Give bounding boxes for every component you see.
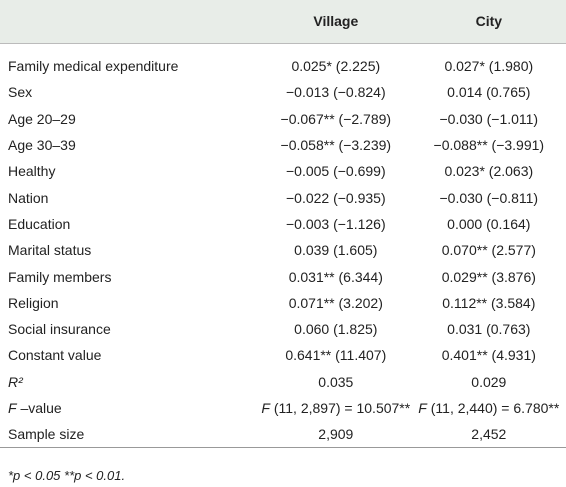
- row-label: Social insurance: [8, 321, 111, 338]
- header-cell: [0, 0, 260, 44]
- row-label: Education: [8, 215, 71, 232]
- cell-text: –value: [16, 400, 62, 416]
- cell: −0.005 (−0.699): [285, 163, 386, 180]
- cell: −0.030 (−1.011): [439, 110, 539, 127]
- cell: −0.022 (−0.935): [285, 189, 386, 206]
- table-row: Religion 0.071** (3.202) 0.112** (3.584): [0, 290, 566, 316]
- table-body: Family medical expenditure 0.025* (2.225)…: [0, 43, 566, 447]
- table-row: Nation −0.022 (−0.935) −0.030 (−0.811): [0, 184, 566, 210]
- cell-text: (11, 2,897) = 10.507**: [269, 400, 411, 416]
- row-label: Age 20–29: [8, 110, 76, 127]
- cell: F (11, 2,440) = 6.780**: [412, 395, 566, 421]
- header-cell: City: [411, 0, 566, 44]
- row-label: Religion: [8, 294, 59, 311]
- header-cell: Village: [259, 0, 412, 44]
- table-row: R² 0.035 0.029: [0, 369, 566, 395]
- cell: 2,452: [471, 426, 507, 443]
- cell-text: F: [418, 400, 427, 416]
- row-label: Nation: [8, 189, 49, 206]
- cell: 0.039 (1.605): [294, 242, 378, 259]
- footnote: *p < 0.05 **p < 0.01.: [8, 468, 126, 483]
- cell: 0.014 (0.765): [447, 84, 531, 101]
- row-label: Constant value: [8, 347, 102, 364]
- table: Village City Family medical expenditure 0…: [0, 0, 566, 448]
- cell: −0.003 (−1.126): [285, 215, 386, 232]
- cell: 0.000 (0.164): [447, 215, 531, 232]
- cell-text: F: [261, 400, 270, 416]
- row-label: Marital status: [8, 242, 92, 259]
- cell-text: (11, 2,440) = 6.780**: [426, 400, 560, 416]
- table-row: Education −0.003 (−1.126) 0.000 (0.164): [0, 211, 566, 237]
- cell: −0.058** (−3.239): [280, 137, 392, 154]
- table-row: Family members 0.031** (6.344) 0.029** (3.…: [0, 263, 566, 289]
- cell: 0.112** (3.584): [442, 294, 536, 311]
- cell-text: R²: [8, 373, 23, 390]
- cell: 0.029: [471, 373, 507, 390]
- cell: 0.035: [318, 373, 354, 390]
- cell-text: F: [8, 400, 17, 416]
- row-label: Healthy: [8, 163, 56, 180]
- table-row: Family medical expenditure 0.025* (2.225)…: [0, 53, 566, 79]
- table-row: Constant value 0.641** (11.407) 0.401** (4…: [0, 342, 566, 368]
- table-row: Age 30–39 −0.058** (−3.239) −0.088** (−3.9…: [0, 132, 566, 158]
- cell: 0.029** (3.876): [441, 268, 536, 285]
- cell: 0.031 (0.763): [447, 321, 531, 338]
- cell: 0.031** (6.344): [288, 268, 383, 285]
- cell: 0.070** (2.577): [441, 242, 536, 259]
- table-row: Sample size 2,909 2,452: [0, 421, 566, 447]
- cell: 2,909: [318, 426, 354, 443]
- cell: F (11, 2,897) = 10.507**: [260, 395, 412, 421]
- table-row: Age 20–29 −0.067** (−2.789) −0.030 (−1.011…: [0, 106, 566, 132]
- cell: −0.030 (−0.811): [439, 189, 539, 206]
- table-row: Marital status 0.039 (1.605) 0.070** (2.57…: [0, 237, 566, 263]
- header-row: Village City: [0, 0, 566, 44]
- cell: −0.088** (−3.991): [433, 137, 545, 154]
- cell: −0.067** (−2.789): [280, 110, 392, 127]
- table-row: Sex −0.013 (−0.824) 0.014 (0.765): [0, 79, 566, 105]
- table-row: Social insurance 0.060 (1.825) 0.031 (0.76…: [0, 316, 566, 342]
- cell: 0.023* (2.063): [444, 163, 534, 180]
- cell: −0.013 (−0.824): [285, 84, 386, 101]
- cell: 0.027* (1.980): [444, 58, 534, 75]
- row-label: Age 30–39: [8, 137, 76, 154]
- cell: 0.641** (11.407): [285, 347, 387, 364]
- row-label: Family medical expenditure: [8, 58, 179, 75]
- table-row: F –value F (11, 2,897) = 10.507** F (11, 2…: [0, 395, 566, 421]
- row-label: Sample size: [8, 426, 85, 443]
- cell: 0.071** (3.202): [288, 294, 383, 311]
- row-label: F –value: [0, 395, 260, 421]
- row-label: Family members: [8, 268, 112, 285]
- cell: 0.025* (2.225): [291, 58, 381, 75]
- row-label: R²: [0, 369, 260, 395]
- cell: 0.401** (4.931): [441, 347, 536, 364]
- row-label: Sex: [8, 84, 33, 101]
- table-row: Healthy −0.005 (−0.699) 0.023* (2.063): [0, 158, 566, 184]
- cell: 0.060 (1.825): [294, 321, 378, 338]
